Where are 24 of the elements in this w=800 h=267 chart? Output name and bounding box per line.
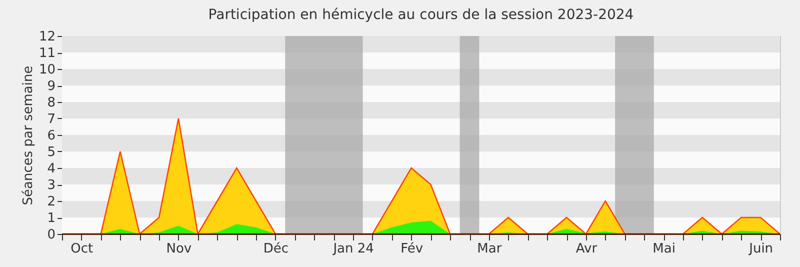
x-tick-label: Juin — [748, 242, 774, 256]
y-axis-title: Séances par semaine — [20, 66, 36, 206]
y-tick-label: 1 — [47, 211, 56, 226]
x-tick-label: Jan 24 — [332, 242, 374, 256]
x-tick-label: Mar — [477, 242, 502, 256]
y-tick-label: 12 — [38, 30, 56, 44]
x-tick-label: Déc — [263, 242, 289, 256]
y-tick-label: 5 — [47, 145, 56, 160]
y-tick-label: 10 — [38, 62, 56, 78]
x-tick-label: Mai — [652, 242, 676, 256]
chart-title: Participation en hémicycle au cours de la session 2023-2024 — [208, 7, 634, 23]
y-tick-label: 3 — [47, 178, 56, 193]
y-tick-label: 4 — [47, 162, 56, 176]
x-tick-label: Avr — [576, 242, 598, 256]
x-tick-label: Nov — [166, 242, 192, 256]
y-tick-label: 7 — [47, 112, 56, 127]
x-tick-label: Oct — [70, 242, 94, 256]
y-tick-label: 6 — [47, 128, 56, 144]
y-tick-label: 8 — [47, 96, 56, 110]
y-tick-label: 2 — [47, 194, 56, 210]
y-tick-label: 0 — [47, 228, 56, 242]
y-tick-label: 9 — [47, 79, 56, 94]
y-tick-label: 11 — [38, 46, 56, 61]
x-tick-label: Fév — [400, 242, 424, 256]
